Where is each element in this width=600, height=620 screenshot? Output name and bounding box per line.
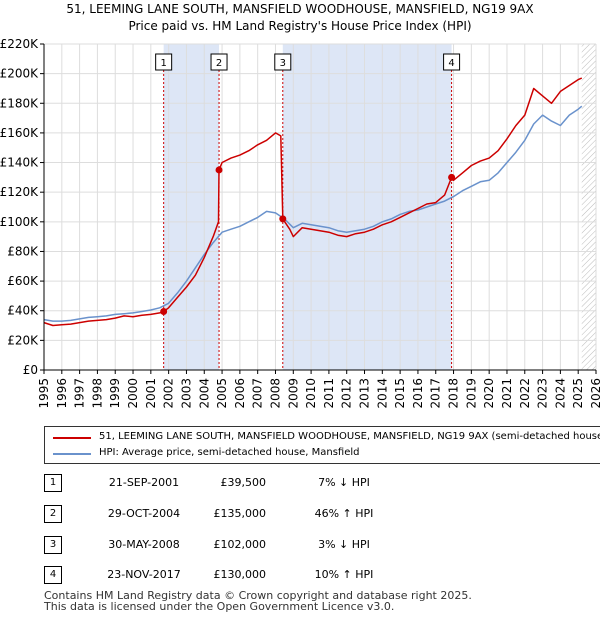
x-tick-label: 2025: [571, 378, 585, 409]
y-tick-label: £60K: [7, 274, 39, 288]
hpi-line: [43, 105, 583, 322]
x-tick-label: 2021: [500, 378, 514, 409]
x-tick-label: 2010: [304, 378, 318, 409]
x-tick-label: 2001: [144, 378, 158, 409]
x-tick-label: 2017: [429, 378, 443, 409]
x-tick-label: 2002: [162, 378, 176, 409]
y-tick-label: £80K: [7, 244, 39, 258]
chart-title-line1: 51, LEEMING LANE SOUTH, MANSFIELD WOODHO…: [66, 2, 534, 16]
sale-price: £130,000: [213, 568, 267, 581]
sale-point: [215, 166, 223, 174]
footer-copyright: Contains HM Land Registry data © Crown c…: [44, 589, 472, 602]
y-tick-label: £160K: [0, 126, 39, 140]
x-tick-label: 2011: [322, 378, 336, 409]
sale-marker-label: 3: [280, 58, 286, 69]
y-tick-label: £140K: [0, 156, 39, 170]
legend: 51, LEEMING LANE SOUTH, MANSFIELD WOODHO…: [44, 426, 600, 464]
x-tick-label: 2013: [358, 378, 372, 409]
shaded-period: [163, 44, 220, 370]
x-tick-label: 2006: [233, 378, 247, 409]
x-tick-label: 1995: [37, 378, 51, 409]
y-tick-label: £180K: [0, 96, 39, 110]
x-tick-label: 2024: [553, 378, 567, 409]
x-tick-label: 2023: [536, 378, 550, 409]
x-tick-label: 2022: [518, 378, 532, 409]
x-tick-label: 1996: [55, 378, 69, 409]
sale-point: [279, 215, 287, 223]
x-tick-label: 2000: [126, 378, 140, 409]
sale-price: £102,000: [213, 538, 267, 551]
sale-marker-box: [210, 53, 228, 71]
x-tick-label: 1997: [73, 378, 87, 409]
sale-marker-box: [155, 53, 173, 71]
sale-number-badge: 3: [44, 536, 62, 554]
sale-price: £135,000: [213, 507, 267, 520]
sale-point: [160, 307, 168, 315]
sale-date: 21-SEP-2001: [108, 476, 180, 489]
y-tick-label: £20K: [7, 333, 39, 347]
sale-hpi-change: 7% ↓ HPI: [318, 476, 370, 489]
x-tick-label: 2015: [393, 378, 407, 409]
y-tick-label: £100K: [0, 215, 39, 229]
x-tick-label: 1999: [108, 378, 122, 409]
chart-title-line2: Price paid vs. HM Land Registry's House …: [128, 19, 472, 33]
sale-number-badge: 1: [44, 474, 62, 492]
sale-number-badge: 2: [44, 505, 62, 523]
y-tick-label: £200K: [0, 67, 39, 81]
x-tick-label: 2016: [411, 378, 425, 409]
sale-hpi-change: 3% ↓ HPI: [318, 538, 370, 551]
price-paid-line: [43, 77, 583, 327]
sale-row: 1 21-SEP-2001 £39,500 7% ↓ HPI: [44, 474, 384, 492]
sale-marker-label: 1: [160, 58, 166, 69]
y-tick-label: £120K: [0, 185, 39, 199]
sale-point: [448, 173, 456, 181]
y-tick-label: £0: [23, 363, 38, 377]
x-tick-label: 2004: [197, 378, 211, 409]
x-tick-label: 2012: [340, 378, 354, 409]
legend-swatch-price: [53, 437, 91, 439]
sale-marker-label: 4: [448, 58, 454, 69]
x-tick-label: 2007: [251, 378, 265, 409]
sale-date: 29-OCT-2004: [107, 507, 181, 520]
x-tick-label: 2019: [464, 378, 478, 409]
footer-licence: This data is licensed under the Open Gov…: [44, 600, 395, 613]
x-tick-label: 2008: [268, 378, 282, 409]
sale-hpi-change: 46% ↑ HPI: [314, 507, 374, 520]
x-tick-label: 2026: [589, 378, 600, 409]
y-tick-label: £40K: [7, 304, 39, 318]
sale-date: 23-NOV-2017: [107, 568, 181, 581]
legend-label-hpi: HPI: Average price, semi-detached house,…: [99, 447, 360, 458]
x-tick-label: 2018: [447, 378, 461, 409]
sale-row: 2 29-OCT-2004 £135,000 46% ↑ HPI: [44, 505, 384, 523]
legend-label-price: 51, LEEMING LANE SOUTH, MANSFIELD WOODHO…: [99, 431, 600, 442]
x-tick-label: 2005: [215, 378, 229, 409]
sale-price: £39,500: [220, 476, 267, 489]
x-tick-label: 1998: [90, 378, 104, 409]
sale-marker-label: 2: [216, 58, 222, 69]
x-tick-label: 2009: [286, 378, 300, 409]
footer: Contains HM Land Registry data © Crown c…: [44, 590, 472, 612]
sale-date: 30-MAY-2008: [108, 538, 180, 551]
sale-row: 3 30-MAY-2008 £102,000 3% ↓ HPI: [44, 536, 384, 554]
sale-hpi-change: 10% ↑ HPI: [314, 568, 374, 581]
x-tick-label: 2003: [179, 378, 193, 409]
y-tick-label: £220K: [0, 37, 39, 51]
x-tick-label: 2020: [482, 378, 496, 409]
legend-swatch-hpi: [53, 453, 91, 455]
sale-marker-box: [274, 53, 292, 71]
forecast-hatch: [581, 44, 596, 370]
price-chart: 1 2 3 4 £0 £20K £40K £60K £80K £100K £120K £140K £1…: [0, 37, 600, 409]
sale-row: 4 23-NOV-2017 £130,000 10% ↑ HPI: [44, 566, 384, 584]
sale-number-badge: 4: [44, 566, 62, 584]
x-tick-label: 2014: [375, 378, 389, 409]
sale-marker-box: [443, 53, 461, 71]
